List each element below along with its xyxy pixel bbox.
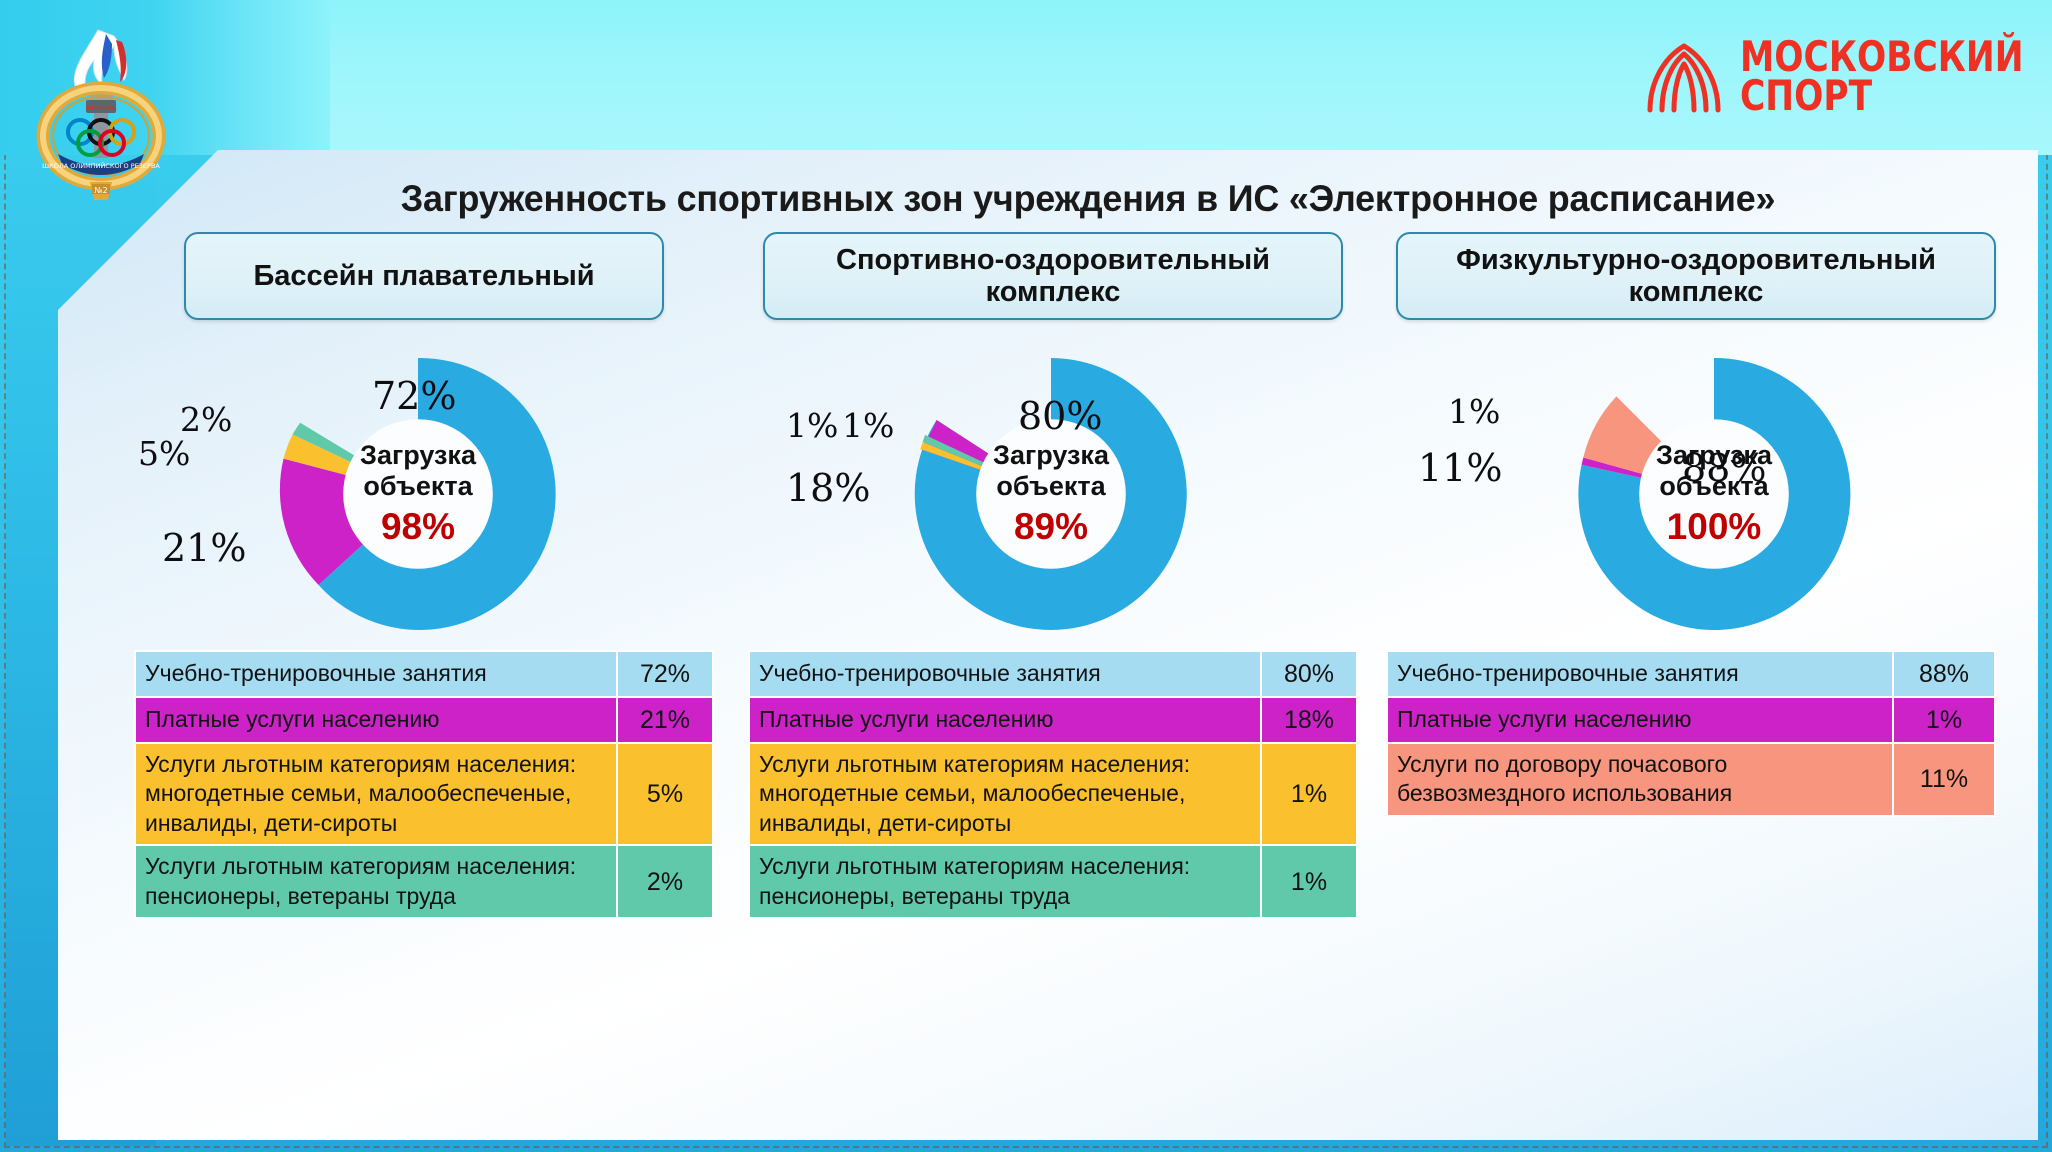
slice-label-sh-blue: 80%	[1018, 394, 1103, 438]
legend-label: Услуги льготным категориям населения: мн…	[134, 741, 618, 847]
legend-value: 5%	[616, 741, 714, 847]
slice-label-pool-green: 2%	[180, 400, 233, 439]
slice-label-sh-gold: 1%	[786, 406, 839, 445]
moscow-sport-mark-icon	[1647, 43, 1721, 113]
legend-label: Платные услуги населению	[134, 696, 618, 744]
legend-value: 11%	[1892, 742, 1996, 817]
zone-title-fitness[interactable]: Физкультурно-оздоровительный комплекс	[1396, 232, 1996, 320]
table-row: Услуги льготным категориям населения: пе…	[748, 844, 1358, 920]
legend-value: 80%	[1260, 650, 1358, 698]
table-row: Услуги льготным категориям населения: мн…	[748, 741, 1358, 847]
legend-value: 18%	[1260, 696, 1358, 744]
zone-title-pool[interactable]: Бассейн плавательный	[184, 232, 664, 320]
legend-value: 1%	[1260, 741, 1358, 847]
slice-label-sh-green: 1%	[842, 406, 895, 445]
table-row: Платные услуги населению 21%	[134, 696, 714, 744]
table-row: Учебно-тренировочные занятия 88%	[1386, 650, 1996, 698]
legend-label: Услуги льготным категориям населения: пе…	[748, 844, 1262, 920]
legend-table-pool: Учебно-тренировочные занятия 72% Платные…	[134, 650, 714, 920]
donut-wrap-pool: Загрузка объекта 98% 72% 21% 5% 2%	[134, 316, 714, 686]
legend-value: 88%	[1892, 650, 1996, 698]
slice-label-fit-blue: 88%	[1682, 446, 1767, 490]
legend-value: 1%	[1260, 844, 1358, 920]
moscow-sport-logo: МОСКОВСКИЙ СПОРТ	[1642, 34, 2024, 120]
svg-text:ШКОЛА ОЛИМПИЙСКОГО РЕЗЕРВА: ШКОЛА ОЛИМПИЙСКОГО РЕЗЕРВА	[42, 161, 160, 170]
legend-value: 1%	[1892, 696, 1996, 744]
legend-label: Платные услуги населению	[1386, 696, 1894, 744]
legend-value: 2%	[616, 844, 714, 920]
slice-label-pool-gold: 5%	[138, 434, 191, 473]
legend-label: Платные услуги населению	[748, 696, 1262, 744]
legend-label: Услуги по договору почасового безвозмезд…	[1386, 742, 1894, 817]
donut-chart-fitness: Загрузка объекта 100%	[1544, 324, 1884, 664]
legend-table-sport-health: Учебно-тренировочные занятия 80% Платные…	[748, 650, 1358, 920]
table-row: Услуги по договору почасового безвозмезд…	[1386, 742, 1996, 817]
table-row: Учебно-тренировочные занятия 72%	[134, 650, 714, 698]
table-row: Услуги льготным категориям населения: мн…	[134, 741, 714, 847]
table-row: Платные услуги населению 18%	[748, 696, 1358, 744]
table-row: Услуги льготным категориям населения: пе…	[134, 844, 714, 920]
legend-label: Учебно-тренировочные занятия	[1386, 650, 1894, 698]
legend-table-fitness: Учебно-тренировочные занятия 88% Платные…	[1386, 650, 1996, 817]
legend-value: 72%	[616, 650, 714, 698]
zone-title-sport-health[interactable]: Спортивно-оздоровительный комплекс	[763, 232, 1343, 320]
table-row: Платные услуги населению 1%	[1386, 696, 1996, 744]
slice-label-fit-coral: 11%	[1418, 446, 1503, 490]
donut-wrap-fitness: Загрузка объекта 100% 88% 1% 11%	[1386, 316, 2006, 686]
content-panel: Загруженность спортивных зон учреждения …	[58, 150, 2038, 1140]
zones-columns: Бассейн плавательный	[76, 232, 2030, 1140]
brand-line-2: СПОРТ	[1740, 71, 1873, 120]
olympic-reserve-school-emblem: МОСКВА ШКОЛА ОЛИМПИЙСКОГО РЕЗЕРВА №2	[28, 22, 174, 208]
slice-label-sh-magenta: 18%	[786, 466, 871, 510]
legend-label: Услуги льготным категориям населения: мн…	[748, 741, 1262, 847]
legend-value: 21%	[616, 696, 714, 744]
slice-label-fit-magenta: 1%	[1448, 392, 1501, 431]
slice-label-pool-magenta: 21%	[162, 526, 247, 570]
section-title: Загруженность спортивных зон учреждения …	[400, 178, 1776, 219]
legend-label: Услуги льготным категориям населения: пе…	[134, 844, 618, 920]
svg-text:№2: №2	[94, 186, 107, 195]
donut-wrap-sport-health: Загрузка объекта 89% 80% 18% 1% 1%	[748, 316, 1358, 686]
zone-column-fitness: Физкультурно-оздоровительный комплекс	[1386, 232, 2006, 1140]
table-row: Учебно-тренировочные занятия 80%	[748, 650, 1358, 698]
legend-label: Учебно-тренировочные занятия	[134, 650, 618, 698]
slice-label-pool-blue: 72%	[372, 374, 457, 418]
zone-column-pool: Бассейн плавательный	[134, 232, 714, 1140]
svg-text:МОСКВА: МОСКВА	[86, 104, 117, 112]
legend-label: Учебно-тренировочные занятия	[748, 650, 1262, 698]
zone-column-sport-health: Спортивно-оздоровительный комплекс	[748, 232, 1358, 1140]
donut-chart-sport-health: Загрузка объекта 89%	[881, 324, 1221, 664]
brand-line-1: МОСКОВСКИЙ	[1740, 32, 2024, 82]
